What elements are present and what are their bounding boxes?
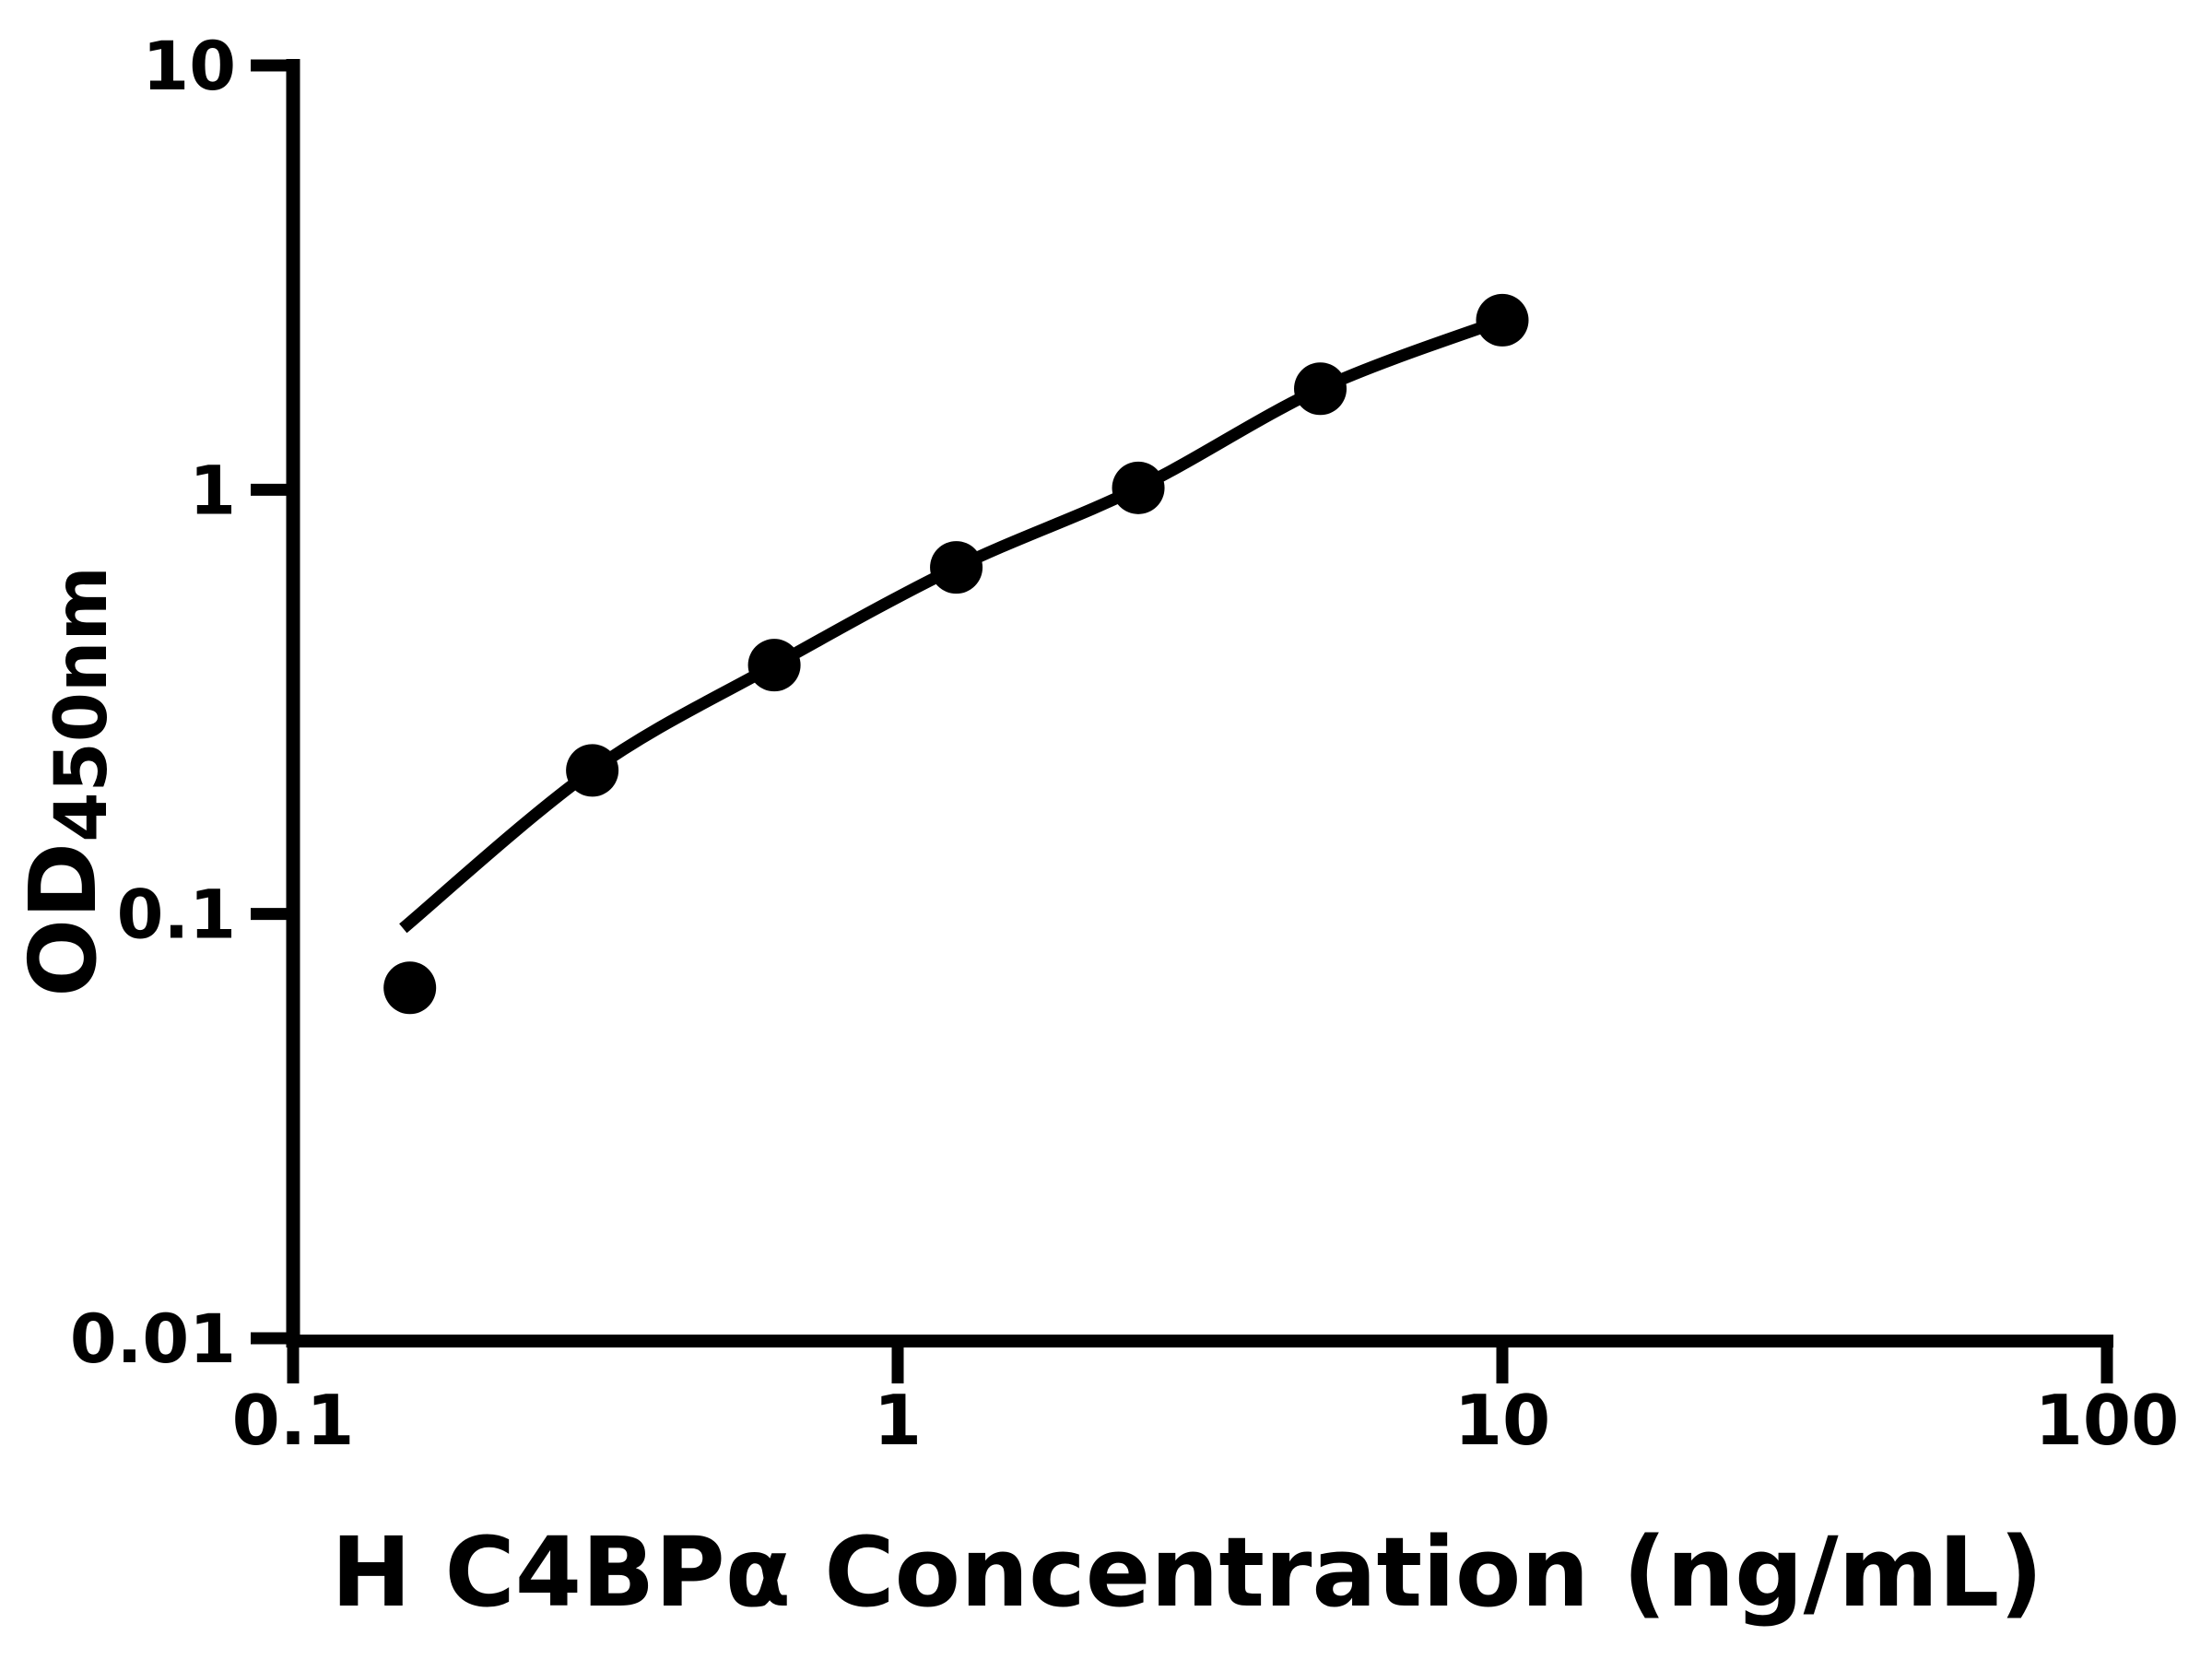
- y-axis-title: OD450nm: [9, 566, 124, 997]
- y-axis-title-subscript: 450nm: [41, 566, 124, 842]
- x-tick-label: 0.1: [232, 1380, 355, 1461]
- data-point: [930, 541, 983, 594]
- y-tick-label: 1: [189, 452, 236, 530]
- y-tick-label: 10: [142, 28, 236, 106]
- y-axis-title-main: OD: [9, 842, 117, 997]
- data-point: [1112, 461, 1165, 514]
- y-tick-label: 0.1: [117, 877, 236, 955]
- data-point: [383, 961, 437, 1015]
- axis-layer: [251, 59, 2113, 1383]
- x-tick-label: 100: [2035, 1380, 2180, 1461]
- x-tick-label: 1: [874, 1380, 922, 1461]
- data-point: [1294, 362, 1347, 416]
- data-point-layer: [383, 293, 1529, 1015]
- data-point: [566, 744, 619, 797]
- fit-curve: [399, 314, 1505, 934]
- fit-curve-layer: [399, 314, 1505, 934]
- y-tick-label: 0.01: [70, 1300, 236, 1379]
- data-point: [1476, 293, 1529, 347]
- data-point: [747, 639, 801, 692]
- x-axis-title: H C4BPα Concentration (ng/mL): [331, 1516, 2043, 1629]
- x-tick-label: 10: [1454, 1380, 1550, 1461]
